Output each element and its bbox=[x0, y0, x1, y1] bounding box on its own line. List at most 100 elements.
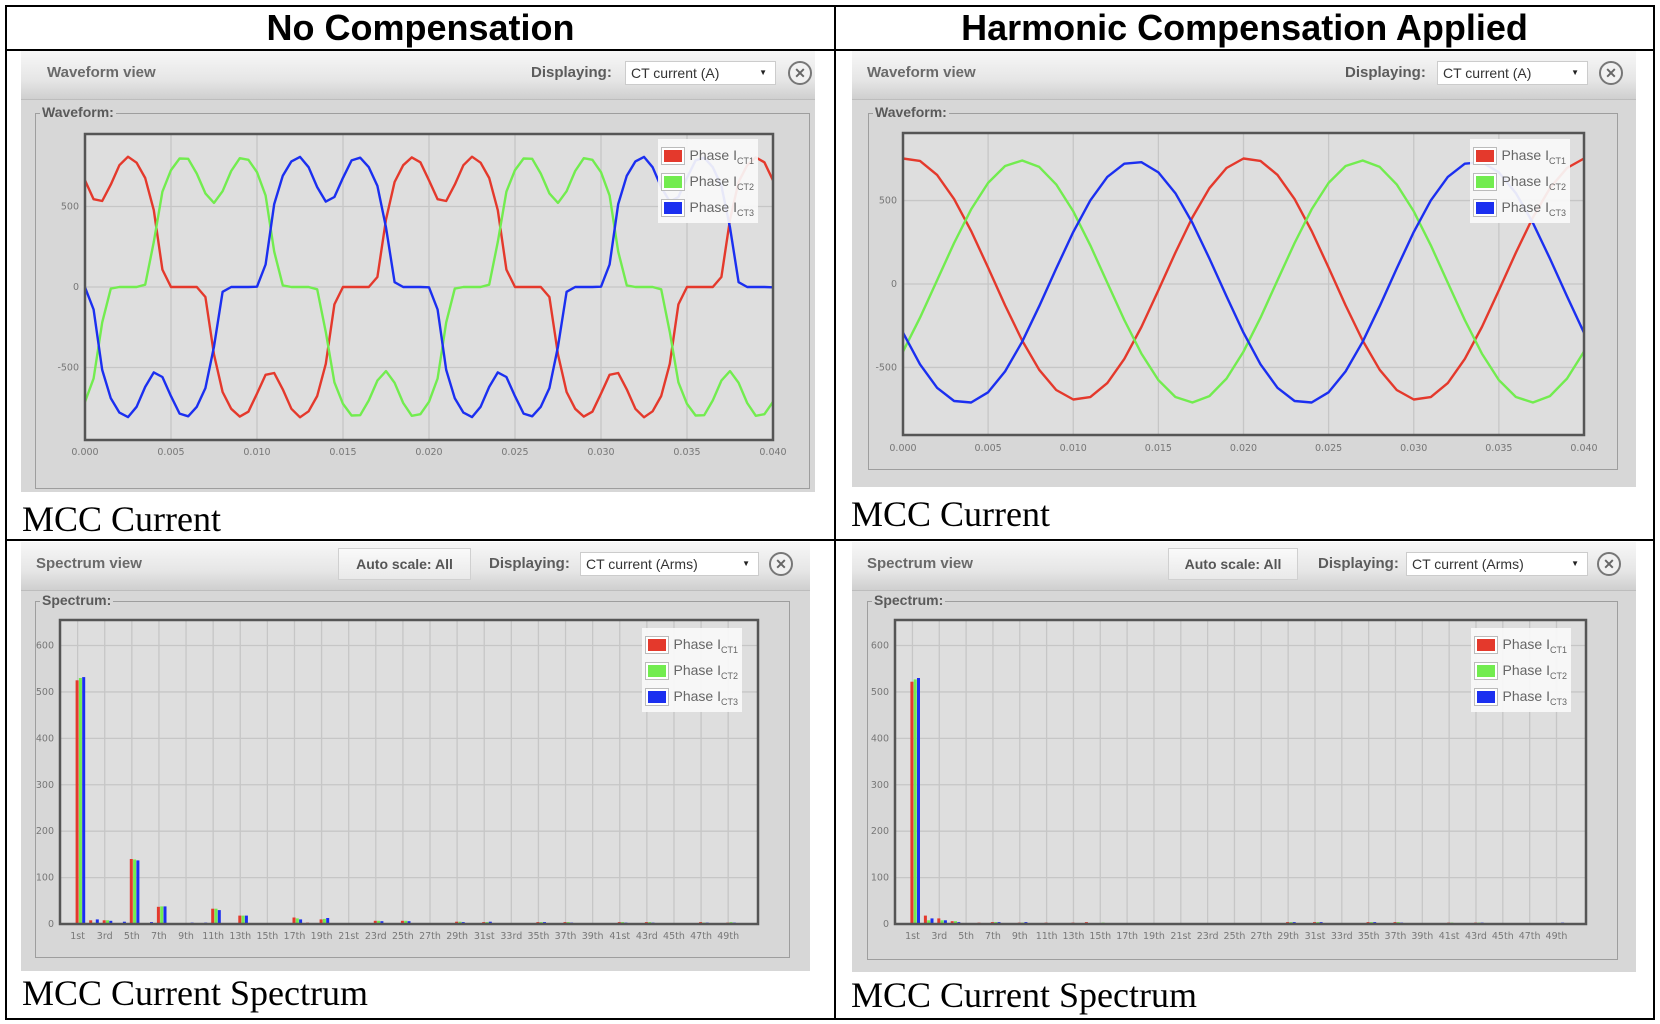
x-tick-label: 1st bbox=[905, 931, 920, 942]
legend-item-ct3[interactable]: Phase ICT3 bbox=[661, 195, 754, 221]
close-icon[interactable]: ✕ bbox=[788, 61, 812, 85]
x-tick-label: 0.040 bbox=[759, 447, 786, 458]
legend-item-ct2[interactable]: Phase ICT2 bbox=[645, 658, 738, 684]
dropdown-arrow-icon: ▼ bbox=[759, 68, 767, 77]
waveform-chart: 0.000 0.005 0.010 0.015 0.020 0.025 0.030 0.035… bbox=[875, 131, 1598, 454]
legend-item-ct3[interactable]: Phase ICT3 bbox=[1473, 195, 1566, 221]
bar-h1-ct1 bbox=[75, 680, 79, 924]
legend-item-ct1[interactable]: Phase ICT1 bbox=[661, 143, 754, 169]
y-tick-label: 600 bbox=[36, 641, 54, 652]
x-tick-label: 3rd bbox=[931, 931, 947, 942]
y-tick-label: 600 bbox=[871, 641, 889, 652]
auto-scale-button[interactable]: Auto scale: All bbox=[1168, 548, 1298, 580]
legend-swatch bbox=[645, 688, 669, 706]
bar-h3-ct3 bbox=[943, 920, 947, 924]
y-tick-label: -500 bbox=[57, 363, 79, 374]
x-tick-label: 0.010 bbox=[243, 447, 270, 458]
dropdown-arrow-icon: ▼ bbox=[742, 559, 750, 568]
x-tick-label: 47th bbox=[1519, 931, 1541, 942]
x-tick-label: 49th bbox=[1546, 931, 1568, 942]
waveform-fieldset: Waveform: bbox=[868, 104, 1618, 470]
panel-title: Waveform view bbox=[47, 64, 156, 81]
x-tick-label: 13th bbox=[229, 931, 251, 942]
legend-swatch bbox=[1474, 662, 1498, 680]
panel-title: Spectrum view bbox=[36, 555, 142, 572]
bar-h3-ct1 bbox=[937, 918, 941, 924]
displaying-select[interactable]: CT current (A) ▼ bbox=[625, 61, 776, 85]
x-tick-label: 45th bbox=[1492, 931, 1514, 942]
y-tick-label: 300 bbox=[36, 780, 54, 791]
legend-label: Phase I bbox=[689, 172, 737, 189]
x-tick-label: 0.020 bbox=[415, 447, 442, 458]
close-icon[interactable]: ✕ bbox=[1599, 61, 1623, 85]
chart-legend: Phase ICT1 Phase ICT2 Phase ICT3 bbox=[642, 628, 742, 712]
plot-area bbox=[895, 620, 1586, 924]
legend-item-ct1[interactable]: Phase ICT1 bbox=[1474, 632, 1567, 658]
x-tick-label: 7th bbox=[151, 931, 167, 942]
plot-border bbox=[83, 132, 775, 442]
legend-item-ct3[interactable]: Phase ICT3 bbox=[1474, 684, 1567, 710]
close-icon[interactable]: ✕ bbox=[1597, 552, 1621, 576]
bar-h2-ct1 bbox=[923, 915, 927, 924]
y-tick-label: 300 bbox=[871, 780, 889, 791]
legend-subscript: CT2 bbox=[1549, 670, 1567, 681]
legend-item-ct2[interactable]: Phase ICT2 bbox=[1473, 169, 1566, 195]
select-value: CT current (A) bbox=[631, 65, 720, 81]
x-tick-label: 43rd bbox=[1465, 931, 1487, 942]
x-tick-label: 0.005 bbox=[157, 447, 184, 458]
x-tick-label: 23rd bbox=[365, 931, 387, 942]
select-value: CT current (A) bbox=[1443, 65, 1532, 81]
x-tick-label: 0.030 bbox=[1400, 443, 1427, 454]
legend-item-ct1[interactable]: Phase ICT1 bbox=[1473, 143, 1566, 169]
legend-subscript: CT2 bbox=[720, 670, 738, 681]
caption-top-left: MCC Current bbox=[22, 499, 222, 539]
y-tick-label: 0 bbox=[73, 282, 79, 293]
y-tick-label: 0 bbox=[891, 279, 897, 290]
header-no-compensation: No Compensation bbox=[266, 7, 575, 48]
plot-border bbox=[58, 618, 760, 926]
x-tick-label: 15th bbox=[256, 931, 278, 942]
bar-h4-ct1 bbox=[950, 921, 954, 924]
x-tick-label: 39th bbox=[582, 931, 604, 942]
bar-h23-ct1 bbox=[373, 920, 377, 924]
panel-header: Spectrum view Auto scale: All Displaying… bbox=[21, 542, 810, 591]
auto-scale-button[interactable]: Auto scale: All bbox=[338, 548, 471, 580]
displaying-select[interactable]: CT current (Arms) ▼ bbox=[580, 552, 759, 576]
x-tick-label: 0.025 bbox=[501, 447, 528, 458]
panel-header: Waveform view Displaying: CT current (A)… bbox=[852, 51, 1636, 100]
bar-h7-ct3 bbox=[163, 906, 167, 924]
x-tick-label: 11th bbox=[1036, 931, 1058, 942]
legend-label: Phase I bbox=[689, 146, 737, 163]
y-tick-label: 500 bbox=[879, 196, 897, 207]
bar-h1-ct3 bbox=[917, 678, 920, 924]
spectrum-fieldset: Spectrum: bbox=[867, 592, 1618, 960]
legend-swatch bbox=[1473, 199, 1497, 217]
y-tick-label: 200 bbox=[36, 826, 54, 837]
displaying-label: Displaying: bbox=[1318, 555, 1399, 572]
bar-h7-ct1 bbox=[156, 906, 160, 924]
table-row-divider bbox=[5, 539, 1655, 541]
x-tick-label: 17th bbox=[284, 931, 306, 942]
x-tick-label: 43rd bbox=[636, 931, 658, 942]
close-icon[interactable]: ✕ bbox=[769, 552, 793, 576]
legend-item-ct2[interactable]: Phase ICT2 bbox=[661, 169, 754, 195]
x-tick-label: 29th bbox=[1277, 931, 1299, 942]
legend-swatch bbox=[661, 173, 685, 191]
legend-item-ct2[interactable]: Phase ICT2 bbox=[1474, 658, 1567, 684]
x-tick-label: 17th bbox=[1116, 931, 1138, 942]
legend-item-ct1[interactable]: Phase ICT1 bbox=[645, 632, 738, 658]
legend-swatch bbox=[645, 662, 669, 680]
x-tick-label: 47th bbox=[690, 931, 712, 942]
x-tick-label: 0.040 bbox=[1570, 443, 1597, 454]
panel-header: Waveform view Displaying: CT current (A)… bbox=[21, 51, 815, 100]
x-tick-label: 35th bbox=[1358, 931, 1380, 942]
legend-item-ct3[interactable]: Phase ICT3 bbox=[645, 684, 738, 710]
x-tick-label: 0.005 bbox=[975, 443, 1002, 454]
displaying-select[interactable]: CT current (Arms) ▼ bbox=[1406, 552, 1588, 576]
displaying-select[interactable]: CT current (A) ▼ bbox=[1437, 61, 1588, 85]
x-tick-label: 3rd bbox=[97, 931, 113, 942]
bar-h1-ct2 bbox=[78, 678, 82, 924]
x-tick-label: 0.000 bbox=[889, 443, 916, 454]
bar-h7-ct2 bbox=[160, 906, 164, 924]
y-tick-label: 100 bbox=[871, 873, 889, 884]
